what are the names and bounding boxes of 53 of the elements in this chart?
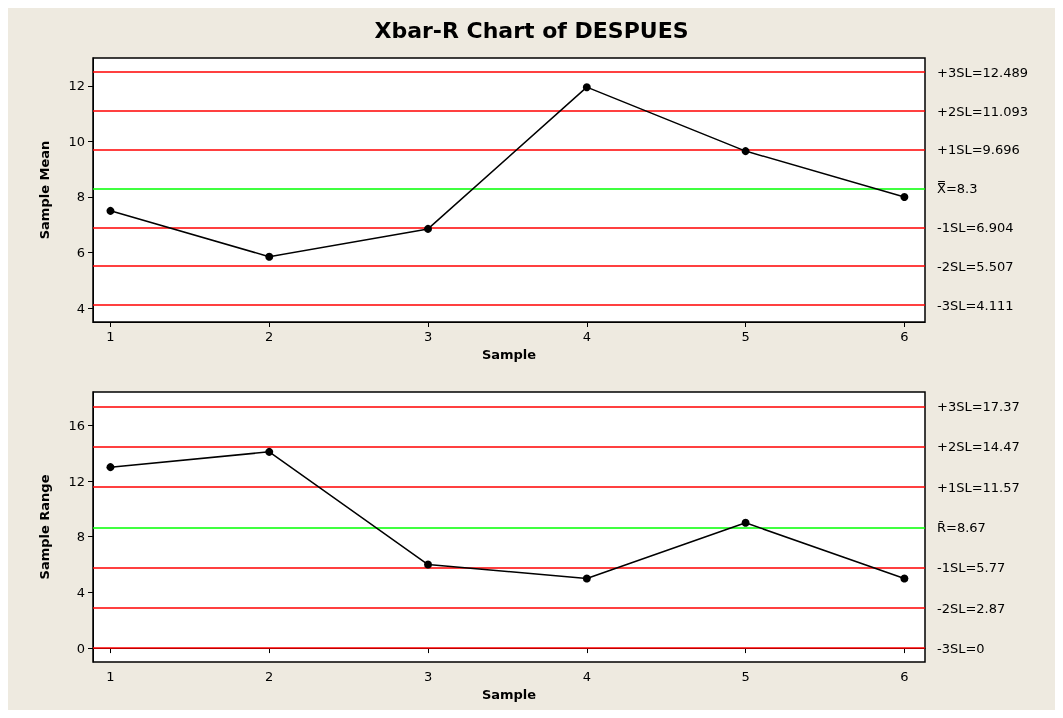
ref-line-label: -2SL=5.507: [937, 258, 1014, 274]
point: [582, 574, 591, 583]
y-tick-label: 8: [76, 189, 85, 205]
point: [582, 83, 591, 92]
y-tick-label: 10: [68, 133, 85, 149]
x-tick-label: 4: [582, 669, 591, 684]
ref-line-label: +2SL=11.093: [937, 103, 1029, 119]
ref-line-label: -1SL=6.904: [937, 220, 1014, 236]
ref-line-label: -2SL=2.87: [937, 600, 1006, 616]
ref-line-label: -3SL=4.111: [937, 297, 1014, 313]
x-tick-label: 6: [900, 329, 909, 344]
point: [424, 224, 433, 233]
point: [424, 560, 433, 569]
y-tick-label: 12: [68, 473, 85, 489]
y-tick-label: 12: [68, 78, 85, 94]
y-tick-label: 4: [76, 300, 85, 316]
y-tick-label: 16: [68, 417, 85, 433]
y-axis-title: Sample Mean: [37, 140, 52, 240]
x-tick-label: 6: [900, 669, 909, 684]
y-axis-title: Sample Range: [37, 474, 52, 580]
ref-line-label: +1SL=9.696: [937, 142, 1020, 158]
x-tick-label: 3: [423, 669, 433, 684]
point: [900, 192, 909, 201]
ref-line-label: X̿=8.3: [937, 180, 978, 197]
ref-line-label: -1SL=5.77: [937, 560, 1006, 576]
x-tick-label: 4: [582, 329, 591, 344]
point: [106, 463, 115, 472]
x-tick-label: 1: [106, 669, 115, 684]
point: [900, 574, 909, 583]
ref-line-label: +3SL=17.37: [937, 398, 1020, 414]
x-tick-label: 2: [265, 669, 274, 684]
y-tick-label: 6: [76, 245, 85, 261]
point: [741, 518, 750, 527]
x-tick-label: 5: [741, 669, 750, 684]
point: [741, 147, 750, 156]
x-tick-label: 5: [741, 329, 750, 344]
x-axis-title: Sample: [481, 686, 537, 702]
point: [265, 447, 274, 456]
y-tick-label: 8: [76, 529, 85, 545]
y-tick-label: 4: [76, 584, 85, 600]
point: [265, 252, 274, 261]
x-tick-label: 3: [423, 329, 433, 344]
ref-line-label: +3SL=12.489: [937, 64, 1029, 80]
x-axis-title: Sample: [481, 346, 537, 362]
ref-line-label: -3SL=0: [937, 640, 985, 656]
x-tick-label: 1: [106, 329, 115, 344]
x-tick-label: 2: [265, 329, 274, 344]
chart-title: Xbar-R Chart of DESPUES: [374, 17, 689, 43]
ref-line-label: +2SL=14.47: [937, 439, 1020, 455]
point: [106, 206, 115, 215]
ref-line-label: +1SL=11.57: [937, 479, 1020, 495]
y-tick-label: 0: [76, 640, 85, 656]
ref-line-label: R̄=8.67: [937, 519, 986, 535]
